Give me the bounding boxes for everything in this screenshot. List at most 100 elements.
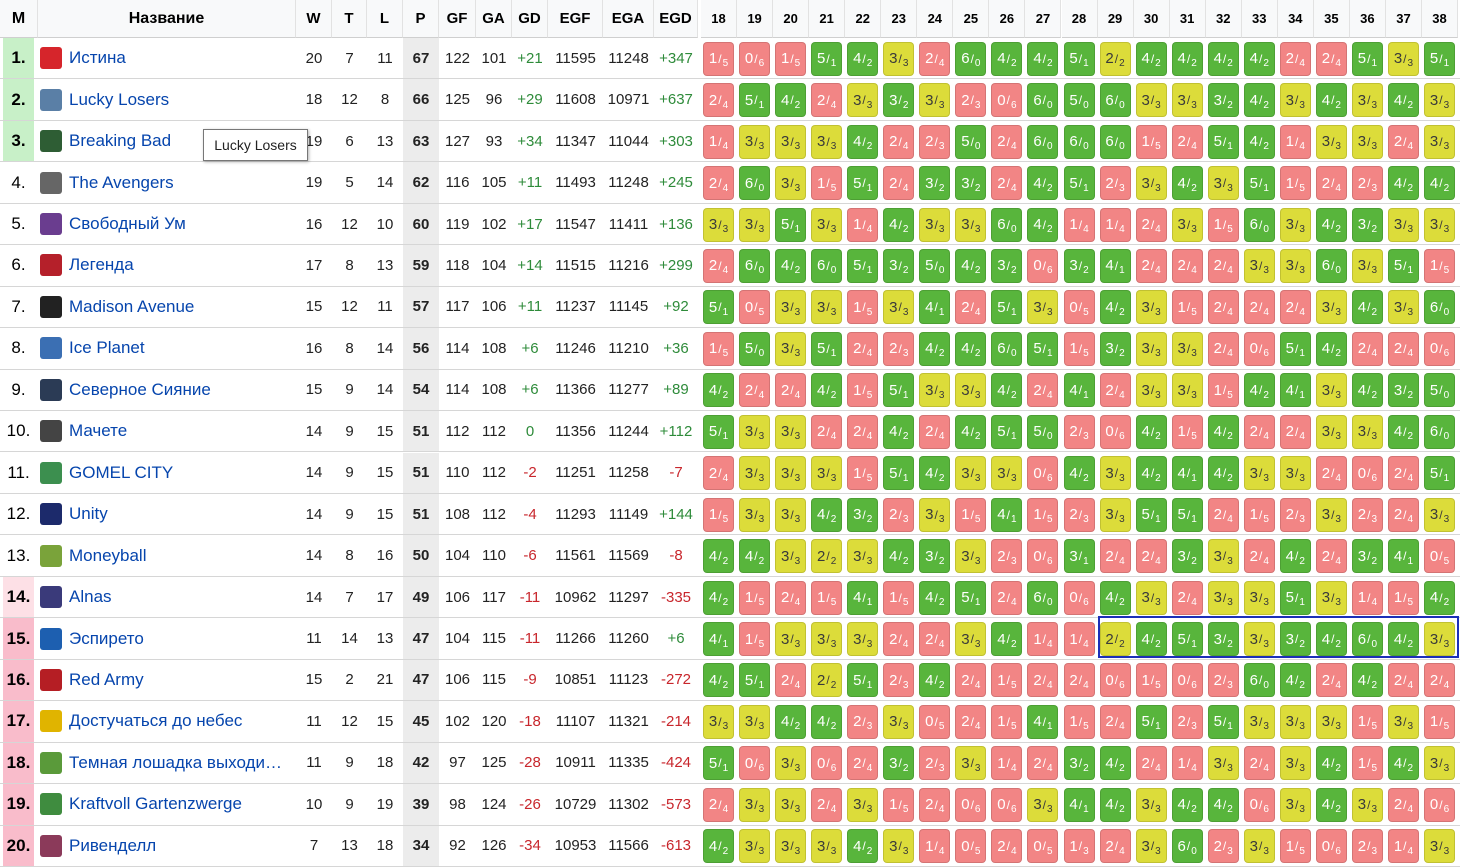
match-result[interactable]: 2/4	[811, 83, 843, 118]
match-result[interactable]: 1/5	[1135, 124, 1167, 159]
match-result[interactable]: 2/4	[1315, 539, 1347, 574]
match-result[interactable]: 4/2	[1099, 580, 1131, 615]
match-result[interactable]: 1/5	[955, 497, 987, 532]
header-round-26[interactable]: 26	[989, 0, 1026, 38]
match-result[interactable]: 5/0	[1063, 83, 1095, 118]
match-result[interactable]: 0/6	[1171, 663, 1203, 698]
match-result[interactable]: 2/4	[811, 414, 843, 449]
header-round-32[interactable]: 32	[1205, 0, 1242, 38]
match-result[interactable]: 3/3	[1171, 83, 1203, 118]
match-result[interactable]: 4/2	[991, 41, 1023, 76]
match-result[interactable]: 4/2	[1099, 787, 1131, 822]
match-result[interactable]: 3/3	[1279, 83, 1311, 118]
match-result[interactable]: 3/3	[739, 207, 771, 242]
match-result[interactable]: 0/6	[1351, 456, 1383, 491]
match-result[interactable]: 1/4	[1387, 829, 1419, 864]
match-result[interactable]: 2/3	[1171, 704, 1203, 739]
match-result[interactable]: 6/0	[1027, 580, 1059, 615]
match-result[interactable]: 5/1	[991, 290, 1023, 325]
match-result[interactable]: 5/1	[703, 746, 734, 781]
header-name[interactable]: Название	[38, 0, 296, 38]
match-result[interactable]: 0/6	[1099, 663, 1131, 698]
team-link[interactable]: Свободный Ум	[69, 214, 186, 234]
match-result[interactable]: 1/5	[811, 166, 843, 201]
match-result[interactable]: 1/5	[991, 663, 1023, 698]
match-result[interactable]: 3/3	[775, 166, 807, 201]
match-result[interactable]: 2/4	[883, 166, 915, 201]
match-result[interactable]: 2/4	[1135, 207, 1167, 242]
match-result[interactable]: 3/3	[955, 373, 987, 408]
match-result[interactable]: 5/1	[775, 207, 807, 242]
match-result[interactable]: 5/1	[847, 663, 879, 698]
team-link[interactable]: Madison Avenue	[69, 296, 195, 316]
match-result[interactable]: 2/3	[1207, 663, 1239, 698]
match-result[interactable]: 3/3	[775, 622, 807, 657]
match-result[interactable]: 3/3	[991, 456, 1023, 491]
match-result[interactable]: 4/2	[1424, 580, 1455, 615]
match-result[interactable]: 4/2	[883, 207, 915, 242]
match-result[interactable]: 0/5	[1424, 539, 1455, 574]
match-result[interactable]: 0/6	[1243, 331, 1275, 366]
match-result[interactable]: 5/1	[1424, 456, 1455, 491]
match-result[interactable]: 3/3	[775, 124, 807, 159]
team-link[interactable]: Эспирето	[69, 628, 144, 648]
header-round-36[interactable]: 36	[1349, 0, 1386, 38]
match-result[interactable]: 3/2	[1207, 83, 1239, 118]
match-result[interactable]: 4/2	[703, 829, 734, 864]
match-result[interactable]: 3/3	[1424, 746, 1455, 781]
match-result[interactable]: 4/1	[1063, 787, 1095, 822]
match-result[interactable]: 5/1	[739, 663, 771, 698]
match-result[interactable]: 4/2	[775, 248, 807, 283]
match-result[interactable]: 3/3	[1243, 248, 1275, 283]
match-result[interactable]: 4/1	[847, 580, 879, 615]
header-gd[interactable]: GD	[512, 0, 548, 38]
match-result[interactable]: 4/2	[1243, 83, 1275, 118]
match-result[interactable]: 1/5	[703, 331, 734, 366]
match-result[interactable]: 5/1	[703, 414, 734, 449]
match-result[interactable]: 2/4	[703, 83, 734, 118]
match-result[interactable]: 1/4	[1279, 124, 1311, 159]
header-ga[interactable]: GA	[476, 0, 512, 38]
match-result[interactable]: 2/4	[919, 414, 951, 449]
header-round-23[interactable]: 23	[881, 0, 918, 38]
match-result[interactable]: 1/5	[1171, 290, 1203, 325]
match-result[interactable]: 2/4	[1279, 41, 1311, 76]
match-result[interactable]: 3/2	[883, 83, 915, 118]
match-result[interactable]: 2/4	[1207, 331, 1239, 366]
match-result[interactable]: 2/3	[919, 746, 951, 781]
match-result[interactable]: 3/3	[1207, 746, 1239, 781]
match-result[interactable]: 3/3	[811, 290, 843, 325]
match-result[interactable]: 3/3	[1171, 207, 1203, 242]
header-gf[interactable]: GF	[439, 0, 476, 38]
match-result[interactable]: 3/2	[1351, 539, 1383, 574]
match-result[interactable]: 4/2	[1315, 746, 1347, 781]
match-result[interactable]: 4/2	[1171, 41, 1203, 76]
match-result[interactable]: 3/2	[1063, 248, 1095, 283]
match-result[interactable]: 5/1	[1063, 41, 1095, 76]
match-result[interactable]: 4/2	[1243, 41, 1275, 76]
match-result[interactable]: 0/6	[739, 41, 771, 76]
match-result[interactable]: 5/1	[739, 83, 771, 118]
match-result[interactable]: 2/3	[991, 539, 1023, 574]
match-result[interactable]: 4/2	[1063, 456, 1095, 491]
match-result[interactable]: 4/1	[919, 290, 951, 325]
match-result[interactable]: 3/2	[1207, 622, 1239, 657]
match-result[interactable]: 4/2	[1279, 663, 1311, 698]
match-result[interactable]: 3/3	[883, 704, 915, 739]
match-result[interactable]: 4/2	[919, 331, 951, 366]
match-result[interactable]: 3/3	[739, 456, 771, 491]
match-result[interactable]: 5/1	[1207, 704, 1239, 739]
match-result[interactable]: 3/3	[1424, 829, 1455, 864]
match-result[interactable]: 2/4	[1315, 41, 1347, 76]
match-result[interactable]: 3/3	[1315, 580, 1347, 615]
match-result[interactable]: 2/4	[847, 746, 879, 781]
match-result[interactable]: 2/4	[1279, 414, 1311, 449]
match-result[interactable]: 5/1	[1424, 41, 1455, 76]
match-result[interactable]: 3/3	[1027, 787, 1059, 822]
match-result[interactable]: 3/3	[775, 414, 807, 449]
match-result[interactable]: 4/2	[1315, 83, 1347, 118]
match-result[interactable]: 4/2	[811, 373, 843, 408]
team-link[interactable]: Lucky Losers	[69, 89, 170, 109]
match-result[interactable]: 3/3	[847, 787, 879, 822]
match-result[interactable]: 6/0	[1315, 248, 1347, 283]
